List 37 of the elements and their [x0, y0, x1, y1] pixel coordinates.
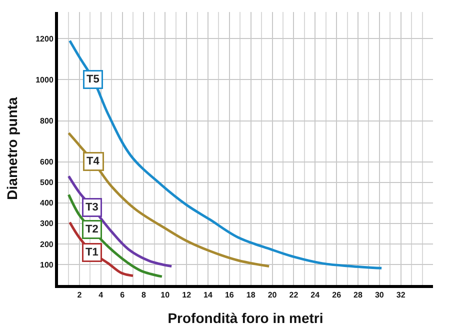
- y-tick-label: 1200: [36, 34, 54, 44]
- x-tick-label: 30: [374, 290, 384, 300]
- x-tick-label: 28: [354, 290, 363, 300]
- x-tick-label: 22: [289, 290, 299, 300]
- y-tick-label: 1000: [36, 76, 54, 85]
- y-tick-label: 200: [40, 240, 54, 249]
- y-tick-label: 100: [40, 260, 54, 270]
- line-series: [67, 174, 173, 268]
- line-series: [68, 39, 383, 270]
- line-series: [68, 221, 134, 278]
- line-series: [67, 132, 270, 268]
- y-axis-title: Diametro punta: [4, 96, 20, 200]
- x-tick-label: 26: [332, 290, 342, 300]
- y-tick-label: 400: [40, 198, 54, 208]
- series-label: T3: [86, 202, 98, 214]
- series-label: T5: [86, 74, 100, 86]
- y-tick-label: 300: [40, 219, 54, 228]
- series-label: T1: [86, 246, 98, 258]
- y-tick-label: 800: [40, 116, 54, 126]
- x-axis-title: Profondità foro in metri: [168, 310, 324, 326]
- x-tick-label: 4: [98, 290, 104, 300]
- series-label: T2: [86, 224, 98, 236]
- series-label: T4: [86, 156, 100, 168]
- x-tick-label: 6: [120, 290, 126, 300]
- x-tick-label: 2: [77, 290, 82, 300]
- x-tick-label: 18: [246, 290, 256, 300]
- x-tick-label: 14: [204, 290, 213, 300]
- y-tick-label: 500: [40, 178, 54, 188]
- x-tick-label: 8: [141, 290, 146, 300]
- x-tick-label: 16: [224, 290, 234, 300]
- x-tick-label: 12: [182, 290, 192, 300]
- y-tick-label: 600: [40, 158, 54, 167]
- x-tick-label: 24: [310, 290, 320, 300]
- x-tick-label: 10: [160, 290, 170, 300]
- x-tick-label: 32: [396, 290, 406, 300]
- x-tick-label: 20: [268, 290, 278, 300]
- line-series: [67, 193, 164, 278]
